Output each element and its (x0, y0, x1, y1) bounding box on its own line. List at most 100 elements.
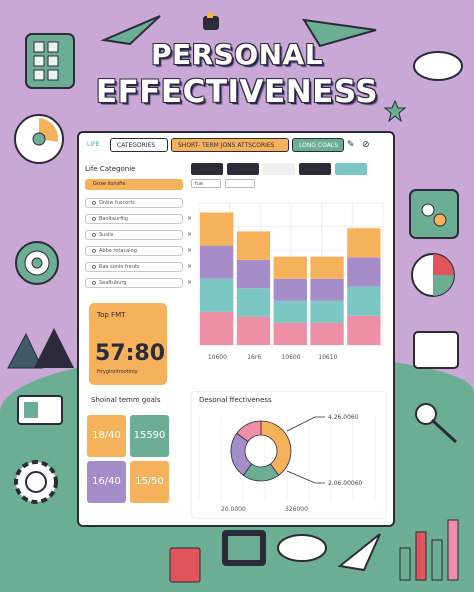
bar-segment (236, 288, 271, 317)
pie-slice (236, 420, 262, 443)
legend-swatch (227, 163, 259, 175)
compass-icon (14, 114, 64, 164)
stacked-bar-chart: 10600 16r6 10600 10610 (198, 202, 384, 361)
sidebar-title: Life Categonie (85, 165, 136, 173)
top-fmt-value: 57:80 (95, 341, 166, 366)
pie-annotation: 2.06.00060 (328, 480, 363, 487)
radio-icon (92, 280, 96, 285)
bar-segment (310, 256, 344, 279)
x-tick-label: 16r6 (247, 354, 261, 361)
bar-segment (236, 316, 271, 345)
close-icon[interactable]: × (186, 215, 192, 222)
dashboard-panel: LIFE CATEGORIES SHORT- TERM JONS ATTSCOR… (77, 131, 395, 527)
paper-plane-right-icon (302, 18, 377, 48)
sidebar-item[interactable]: Seaftuburg × (85, 278, 192, 288)
document-icon (413, 331, 459, 369)
pie-annotation: 4.26.0060 (328, 414, 359, 421)
mountains-icon (7, 328, 74, 369)
bar-segment (273, 322, 307, 345)
sidebar-item[interactable]: Onbw fuscorts (85, 198, 183, 208)
tab-categories[interactable]: CATEGORIES (110, 138, 168, 152)
gear-icon (14, 460, 58, 504)
legend-swatch (335, 163, 367, 175)
top-fmt-label: Top FMT (97, 311, 126, 319)
x-tick-label: 10600 (208, 354, 227, 361)
pie-chart-icon (411, 253, 455, 297)
bar-segment (310, 300, 344, 323)
x-tick-label: 10610 (318, 354, 337, 361)
leader-line (286, 416, 325, 432)
sidebar-item[interactable]: Rae sonio freuts × (85, 262, 192, 272)
legend-swatch (299, 163, 331, 175)
goal-card[interactable]: 16/40 (87, 461, 126, 503)
top-fmt-card: Top FMT 57:80 Hryglroitrootiniy (89, 303, 167, 385)
pencils-icon (169, 547, 201, 583)
chart-controls: fue (191, 179, 255, 188)
bar-segment (347, 257, 381, 287)
tab-short-term[interactable]: SHORT- TERM JONS ATTSCORIES (171, 138, 289, 152)
x-tick-label: 326000 (285, 506, 308, 513)
bar-segment (273, 256, 307, 279)
laptop-icon (222, 530, 266, 566)
goal-card[interactable]: 15/50 (130, 461, 169, 503)
bar-segment (200, 212, 234, 246)
tab-life[interactable]: LIFE (85, 138, 107, 152)
sidebar-selected-item[interactable]: Grow lionsfie (85, 179, 183, 190)
goal-card[interactable]: 15590 (130, 415, 169, 457)
bar-segment (236, 231, 271, 260)
chart-filter-a[interactable]: fue (191, 179, 221, 188)
tab-bar: LIFE CATEGORIES SHORT- TERM JONS ATTSCOR… (85, 138, 387, 152)
page-title-line2: EFFECTIVENESS (95, 74, 379, 110)
cloud-icon (413, 51, 463, 81)
page-title-line1: PERSONAL (150, 38, 324, 71)
radio-icon (92, 264, 96, 269)
chart-filter-b[interactable] (225, 179, 255, 188)
goal-card[interactable]: 18/40 (87, 415, 126, 457)
bar-segment (347, 228, 381, 258)
x-tick-label: 20.0000 (221, 506, 246, 513)
x-tick-label: 10600 (281, 354, 300, 361)
radio-icon (92, 216, 96, 221)
close-icon[interactable]: × (186, 279, 192, 286)
radio-icon (92, 200, 96, 205)
key-icon (415, 403, 458, 444)
bar-segment (200, 311, 234, 345)
puzzle-icon (409, 189, 459, 239)
plane-bottom-icon (337, 533, 381, 572)
short-term-goals-grid: 18/40 15590 16/40 15/50 (87, 415, 171, 503)
sidebar-list: Onbw fuscorts Baoltaurfiig × Suslis × Abbe… (85, 198, 192, 288)
calculator-icon (25, 33, 75, 89)
bar-segment (236, 259, 271, 289)
sidebar-item[interactable]: Abbe rotacaiog × (85, 246, 192, 256)
money-icon (17, 395, 63, 425)
close-icon[interactable]: × (186, 247, 192, 254)
coffee-cup-icon (203, 12, 219, 30)
tab-long-goals[interactable]: LONG COALS (292, 138, 344, 152)
top-fmt-sub: Hryglroitrootiniy (97, 369, 138, 375)
close-icon[interactable]: × (186, 231, 192, 238)
sidebar-item[interactable]: Baoltaurfiig × (85, 214, 192, 224)
bar-segment (273, 300, 307, 323)
sidebar: Life Categonie Grow lionsfie Onbw fuscor… (85, 161, 192, 294)
radio-icon (92, 232, 96, 237)
bar-segment (347, 286, 381, 316)
close-icon[interactable]: × (186, 263, 192, 270)
chart-legend (191, 163, 367, 175)
edit-icon[interactable]: ✎ (347, 140, 355, 150)
leader-line (286, 470, 325, 484)
sidebar-item[interactable]: Suslis × (85, 230, 192, 240)
legend-swatch (191, 163, 223, 175)
bar-segment (200, 245, 234, 279)
pie-chart-area (191, 391, 387, 519)
pie-chart-title: Desonal ffectiveness (199, 396, 272, 404)
paper-plane-icon (100, 15, 161, 46)
radio-icon (92, 248, 96, 253)
bar-segment (310, 278, 344, 301)
bar-segment (200, 278, 234, 312)
legend-swatch (263, 163, 295, 175)
bar-graph-icon (399, 519, 459, 581)
target-icon (15, 241, 59, 285)
attach-icon[interactable]: ⊘ (362, 140, 370, 150)
donut-chart: 4.26.0060 2.06.00060 20.0000 326000 (198, 414, 376, 513)
star-icon (384, 100, 406, 122)
